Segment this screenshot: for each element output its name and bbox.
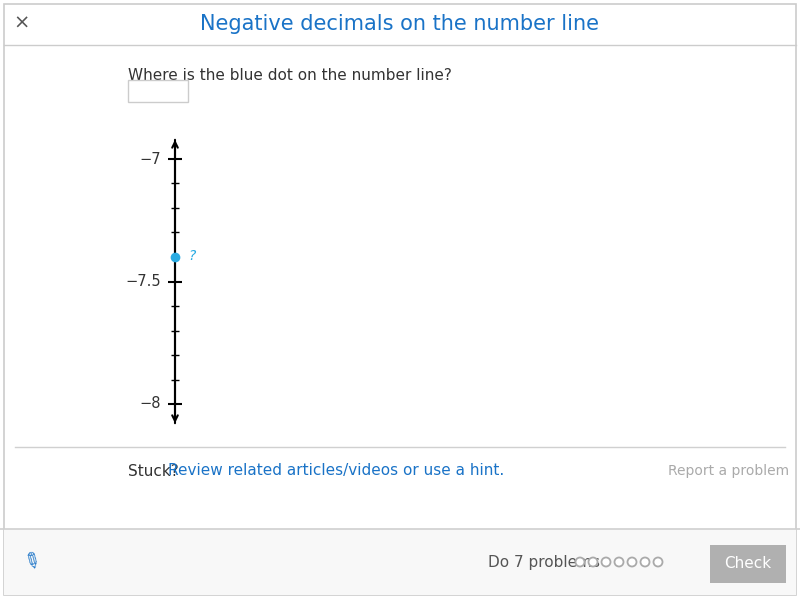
Text: ?: ? (188, 249, 195, 263)
Text: Do 7 problems: Do 7 problems (488, 555, 600, 570)
Circle shape (641, 558, 650, 567)
Text: Report a problem: Report a problem (668, 464, 789, 478)
Circle shape (589, 558, 598, 567)
Text: ×: × (14, 14, 30, 32)
Bar (4, 529, 796, 595)
Circle shape (654, 558, 662, 567)
Text: Check: Check (725, 556, 771, 571)
Text: −8: −8 (139, 397, 161, 412)
Text: Review related articles/videos or use a hint.: Review related articles/videos or use a … (168, 464, 504, 479)
Text: −7.5: −7.5 (126, 274, 161, 289)
Text: Where is the blue dot on the number line?: Where is the blue dot on the number line… (128, 68, 452, 83)
Circle shape (614, 558, 623, 567)
Text: Negative decimals on the number line: Negative decimals on the number line (201, 14, 599, 34)
Bar (710, 545, 786, 583)
Circle shape (627, 558, 637, 567)
Bar (128, 80, 188, 102)
Text: Stuck?: Stuck? (128, 464, 178, 479)
Circle shape (602, 558, 610, 567)
Circle shape (575, 558, 585, 567)
Text: −7: −7 (139, 152, 161, 167)
Text: ✎: ✎ (18, 549, 42, 575)
